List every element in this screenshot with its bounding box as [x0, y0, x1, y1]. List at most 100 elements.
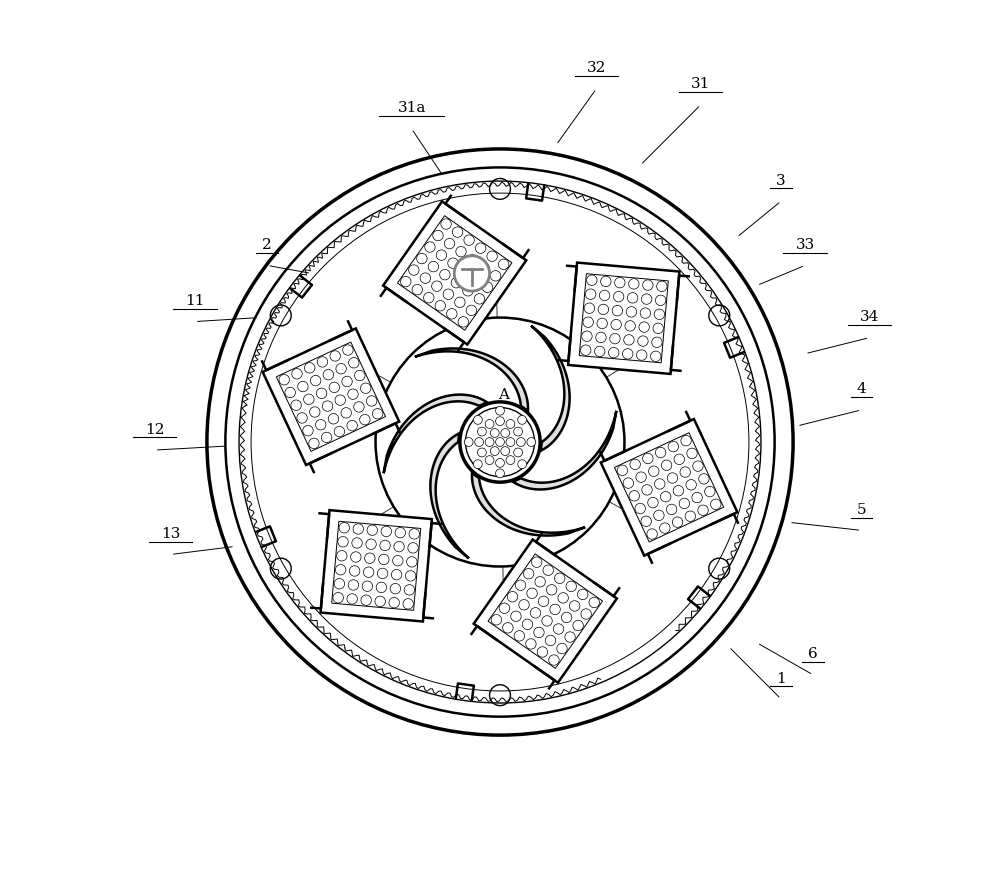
Circle shape: [584, 303, 595, 314]
Circle shape: [549, 655, 559, 666]
Circle shape: [711, 500, 721, 510]
Circle shape: [626, 308, 637, 318]
Circle shape: [487, 252, 497, 262]
Circle shape: [409, 529, 419, 540]
Circle shape: [452, 228, 463, 238]
Circle shape: [519, 600, 529, 610]
Circle shape: [561, 613, 572, 623]
Circle shape: [491, 614, 502, 625]
Circle shape: [455, 298, 465, 308]
Circle shape: [362, 581, 373, 592]
Circle shape: [490, 271, 501, 282]
Circle shape: [329, 382, 340, 393]
Circle shape: [506, 420, 515, 429]
Circle shape: [310, 376, 321, 387]
Circle shape: [613, 292, 624, 302]
Circle shape: [460, 402, 540, 482]
Circle shape: [538, 596, 549, 607]
Circle shape: [473, 461, 482, 469]
Circle shape: [654, 309, 665, 320]
Circle shape: [578, 589, 588, 600]
Circle shape: [501, 448, 510, 456]
Circle shape: [601, 277, 611, 288]
Circle shape: [685, 511, 696, 521]
Polygon shape: [384, 395, 487, 474]
Circle shape: [629, 491, 639, 501]
Circle shape: [432, 282, 442, 292]
Circle shape: [597, 319, 607, 329]
Polygon shape: [383, 202, 526, 345]
Circle shape: [333, 593, 343, 603]
Polygon shape: [415, 349, 528, 412]
Polygon shape: [601, 420, 737, 556]
Circle shape: [660, 523, 670, 534]
Text: 32: 32: [587, 61, 606, 76]
Circle shape: [436, 250, 447, 261]
Circle shape: [334, 427, 345, 437]
Circle shape: [376, 318, 624, 567]
Circle shape: [705, 487, 715, 497]
Circle shape: [496, 407, 504, 415]
Circle shape: [518, 461, 527, 469]
Circle shape: [298, 381, 308, 392]
Circle shape: [639, 322, 649, 333]
Circle shape: [655, 448, 666, 458]
Circle shape: [353, 524, 364, 534]
Circle shape: [349, 358, 359, 368]
Circle shape: [501, 429, 510, 438]
Circle shape: [471, 275, 481, 285]
Circle shape: [537, 647, 548, 658]
Circle shape: [355, 371, 365, 381]
Circle shape: [598, 305, 609, 315]
Circle shape: [636, 473, 646, 483]
Text: 31a: 31a: [397, 102, 426, 116]
Circle shape: [507, 592, 518, 602]
Circle shape: [351, 552, 361, 562]
Text: 5: 5: [857, 502, 866, 516]
Circle shape: [407, 557, 417, 567]
Circle shape: [336, 364, 346, 375]
Circle shape: [638, 336, 648, 347]
Circle shape: [546, 585, 557, 595]
Circle shape: [641, 516, 651, 527]
Circle shape: [443, 289, 454, 300]
Circle shape: [323, 370, 334, 381]
Circle shape: [490, 448, 499, 456]
Circle shape: [297, 414, 307, 424]
Text: 11: 11: [185, 294, 205, 308]
Circle shape: [596, 333, 606, 343]
Circle shape: [381, 527, 392, 537]
Circle shape: [558, 593, 568, 603]
Circle shape: [635, 504, 645, 514]
Circle shape: [448, 259, 458, 269]
Circle shape: [610, 334, 620, 344]
Circle shape: [515, 580, 526, 591]
Circle shape: [321, 433, 332, 443]
Circle shape: [565, 632, 575, 642]
Circle shape: [583, 317, 593, 328]
Circle shape: [680, 468, 690, 478]
Circle shape: [553, 624, 564, 634]
Circle shape: [640, 308, 651, 319]
Circle shape: [648, 498, 658, 508]
Circle shape: [304, 363, 315, 374]
Text: 3: 3: [776, 174, 786, 188]
Circle shape: [393, 556, 403, 567]
Circle shape: [376, 582, 387, 593]
Circle shape: [328, 415, 339, 425]
Circle shape: [506, 456, 515, 465]
Circle shape: [641, 295, 652, 305]
Circle shape: [506, 438, 515, 447]
Circle shape: [352, 538, 362, 548]
Text: 33: 33: [796, 237, 815, 252]
Circle shape: [534, 627, 544, 638]
Text: 6: 6: [808, 647, 818, 660]
Circle shape: [542, 616, 552, 627]
Text: 31: 31: [691, 77, 710, 91]
Text: 2: 2: [262, 237, 272, 252]
Circle shape: [441, 220, 451, 230]
Circle shape: [348, 580, 359, 591]
Circle shape: [279, 375, 289, 386]
Circle shape: [496, 469, 504, 478]
Circle shape: [330, 351, 340, 362]
